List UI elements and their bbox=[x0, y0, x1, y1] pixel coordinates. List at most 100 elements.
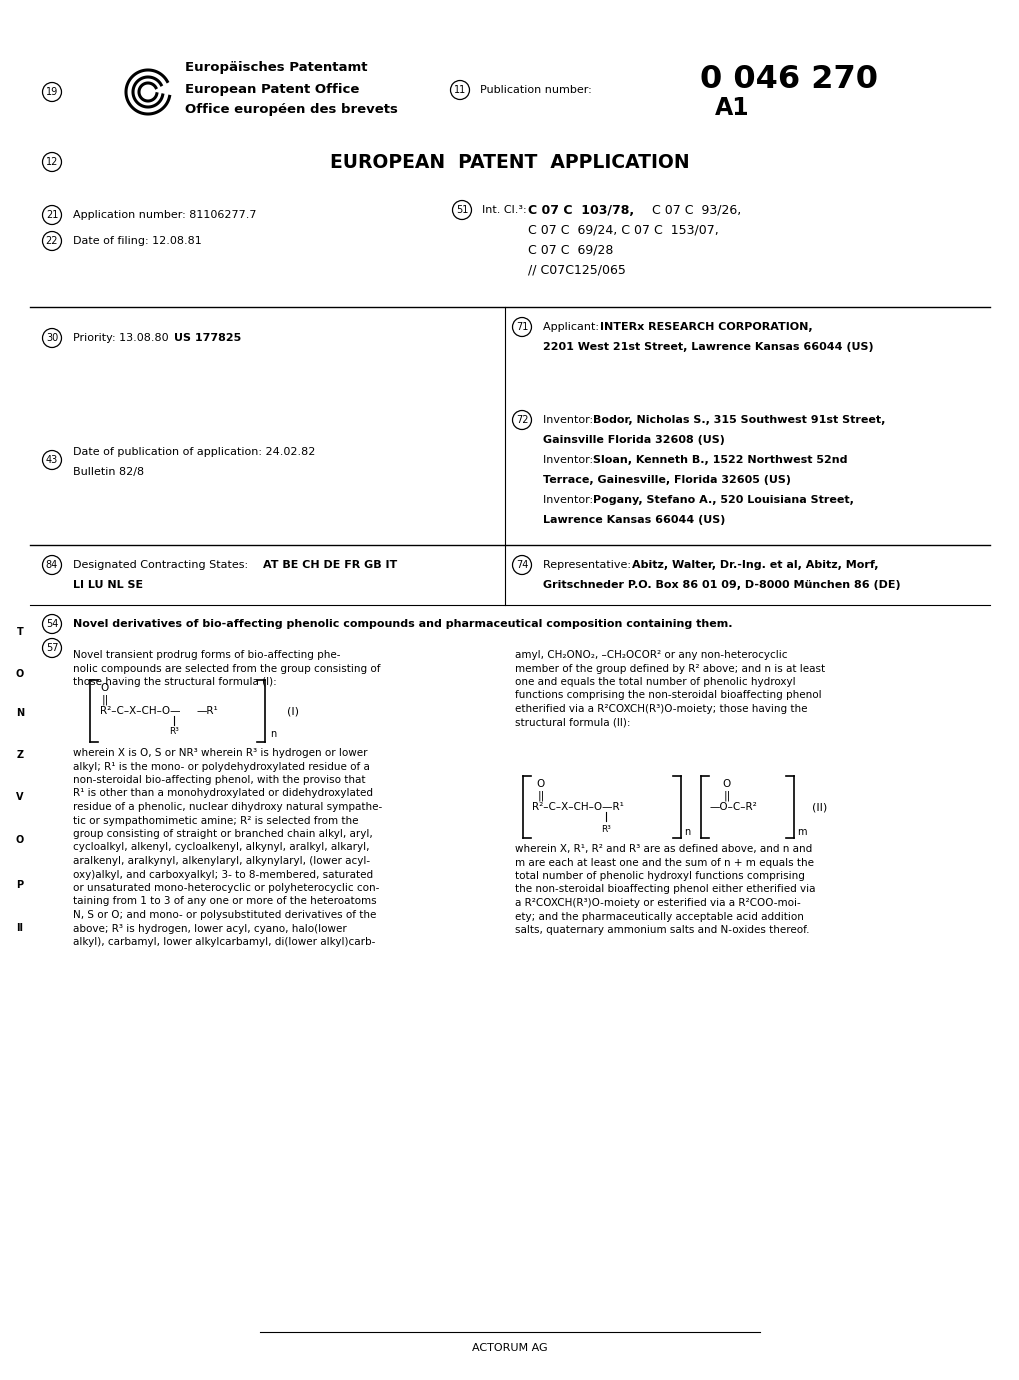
Text: INTERx RESEARCH CORPORATION,: INTERx RESEARCH CORPORATION, bbox=[599, 322, 812, 333]
Text: R³: R³ bbox=[169, 727, 178, 737]
Text: cycloalkyl, alkenyl, cycloalkenyl, alkynyl, aralkyl, alkaryl,: cycloalkyl, alkenyl, cycloalkenyl, alkyn… bbox=[73, 843, 369, 853]
Text: C 07 C  69/28: C 07 C 69/28 bbox=[528, 243, 612, 257]
Text: R³: R³ bbox=[600, 825, 610, 835]
Text: R²–C–X–CH–O—: R²–C–X–CH–O— bbox=[100, 707, 180, 716]
Text: C 07 C  103/78,: C 07 C 103/78, bbox=[528, 203, 634, 217]
Text: Bodor, Nicholas S., 315 Southwest 91st Street,: Bodor, Nicholas S., 315 Southwest 91st S… bbox=[592, 415, 884, 425]
Text: Inventor:: Inventor: bbox=[542, 455, 596, 465]
Text: 84: 84 bbox=[46, 560, 58, 570]
Text: Gainsville Florida 32608 (US): Gainsville Florida 32608 (US) bbox=[542, 435, 725, 444]
Text: member of the group defined by R² above; and n is at least: member of the group defined by R² above;… bbox=[515, 664, 824, 673]
Text: R¹ is other than a monohydroxylated or didehydroxylated: R¹ is other than a monohydroxylated or d… bbox=[73, 788, 373, 799]
Text: Pogany, Stefano A., 520 Louisiana Street,: Pogany, Stefano A., 520 Louisiana Street… bbox=[592, 495, 853, 505]
Text: functions comprising the non-steroidal bioaffecting phenol: functions comprising the non-steroidal b… bbox=[515, 690, 821, 701]
Text: Europäisches Patentamt: Europäisches Patentamt bbox=[184, 62, 367, 75]
Text: m: m bbox=[796, 827, 806, 838]
Text: the non-steroidal bioaffecting phenol either etherified via: the non-steroidal bioaffecting phenol ei… bbox=[515, 885, 815, 894]
Text: Office européen des brevets: Office européen des brevets bbox=[184, 104, 397, 116]
Text: ||: || bbox=[537, 791, 544, 802]
Text: 54: 54 bbox=[46, 620, 58, 629]
Text: n: n bbox=[684, 827, 690, 838]
Text: Z: Z bbox=[16, 749, 23, 760]
Text: group consisting of straight or branched chain alkyl, aryl,: group consisting of straight or branched… bbox=[73, 829, 372, 839]
Text: a R²COXCH(R³)O-moiety or esterified via a R²COO-moi-: a R²COXCH(R³)O-moiety or esterified via … bbox=[515, 898, 800, 908]
Text: nolic compounds are selected from the group consisting of: nolic compounds are selected from the gr… bbox=[73, 664, 380, 673]
Text: 0 046 270: 0 046 270 bbox=[699, 65, 877, 95]
Text: Inventor:: Inventor: bbox=[542, 495, 596, 505]
Text: O: O bbox=[16, 669, 24, 679]
Text: taining from 1 to 3 of any one or more of the heteroatoms: taining from 1 to 3 of any one or more o… bbox=[73, 897, 376, 907]
Text: V: V bbox=[16, 792, 23, 802]
Text: Abitz, Walter, Dr.-Ing. et al, Abitz, Morf,: Abitz, Walter, Dr.-Ing. et al, Abitz, Mo… bbox=[632, 560, 877, 570]
Text: amyl, CH₂ONO₂, –CH₂OCOR² or any non-heterocyclic: amyl, CH₂ONO₂, –CH₂OCOR² or any non-hete… bbox=[515, 650, 787, 660]
Text: Representative:: Representative: bbox=[542, 560, 634, 570]
Text: m are each at least one and the sum of n + m equals the: m are each at least one and the sum of n… bbox=[515, 857, 813, 868]
Text: Priority: 13.08.80: Priority: 13.08.80 bbox=[73, 333, 175, 344]
Text: alkyl), carbamyl, lower alkylcarbamyl, di(lower alkyl)carb-: alkyl), carbamyl, lower alkylcarbamyl, d… bbox=[73, 937, 375, 947]
Text: O: O bbox=[101, 683, 109, 693]
Text: aralkenyl, aralkynyl, alkenylaryl, alkynylaryl, (lower acyl-: aralkenyl, aralkynyl, alkenylaryl, alkyn… bbox=[73, 856, 370, 867]
Text: wherein X is O, S or NR³ wherein R³ is hydrogen or lower: wherein X is O, S or NR³ wherein R³ is h… bbox=[73, 748, 367, 758]
Text: Sloan, Kenneth B., 1522 Northwest 52nd: Sloan, Kenneth B., 1522 Northwest 52nd bbox=[592, 455, 847, 465]
Text: Date of publication of application: 24.02.82: Date of publication of application: 24.0… bbox=[73, 447, 315, 457]
Text: Publication number:: Publication number: bbox=[480, 86, 591, 95]
Text: 2201 West 21st Street, Lawrence Kansas 66044 (US): 2201 West 21st Street, Lawrence Kansas 6… bbox=[542, 342, 872, 352]
Text: O: O bbox=[536, 778, 544, 789]
Text: Int. Cl.³:: Int. Cl.³: bbox=[482, 206, 526, 215]
Text: O: O bbox=[16, 835, 24, 845]
Text: n: n bbox=[270, 729, 276, 740]
Text: 43: 43 bbox=[46, 455, 58, 465]
Text: ACTORUM AG: ACTORUM AG bbox=[472, 1343, 547, 1352]
Text: 72: 72 bbox=[516, 415, 528, 425]
Text: P: P bbox=[16, 880, 23, 890]
Text: Terrace, Gainesville, Florida 32605 (US): Terrace, Gainesville, Florida 32605 (US) bbox=[542, 475, 790, 484]
Text: Designated Contracting States:: Designated Contracting States: bbox=[73, 560, 252, 570]
Text: 71: 71 bbox=[516, 322, 528, 333]
Text: T: T bbox=[16, 627, 23, 638]
Text: C 07 C  69/24, C 07 C  153/07,: C 07 C 69/24, C 07 C 153/07, bbox=[528, 224, 718, 236]
Text: 51: 51 bbox=[455, 206, 468, 215]
Text: ety; and the pharmaceutically acceptable acid addition: ety; and the pharmaceutically acceptable… bbox=[515, 912, 803, 922]
Text: Application number: 81106277.7: Application number: 81106277.7 bbox=[73, 210, 256, 219]
Text: R²–C–X–CH–O—R¹: R²–C–X–CH–O—R¹ bbox=[532, 802, 624, 811]
Text: Bulletin 82/8: Bulletin 82/8 bbox=[73, 466, 144, 477]
Text: N: N bbox=[16, 708, 24, 718]
Text: ||: || bbox=[101, 694, 108, 705]
Text: —R¹: —R¹ bbox=[197, 707, 218, 716]
Text: O: O bbox=[722, 778, 731, 789]
Text: above; R³ is hydrogen, lower acyl, cyano, halo(lower: above; R³ is hydrogen, lower acyl, cyano… bbox=[73, 923, 346, 933]
Text: Date of filing: 12.08.81: Date of filing: 12.08.81 bbox=[73, 236, 202, 246]
Text: wherein X, R¹, R² and R³ are as defined above, and n and: wherein X, R¹, R² and R³ are as defined … bbox=[515, 845, 811, 854]
Text: Novel transient prodrug forms of bio-affecting phe-: Novel transient prodrug forms of bio-aff… bbox=[73, 650, 340, 660]
Text: 57: 57 bbox=[46, 643, 58, 653]
Text: N, S or O; and mono- or polysubstituted derivatives of the: N, S or O; and mono- or polysubstituted … bbox=[73, 909, 376, 920]
Text: oxy)alkyl, and carboxyalkyl; 3- to 8-membered, saturated: oxy)alkyl, and carboxyalkyl; 3- to 8-mem… bbox=[73, 869, 373, 879]
Text: EUROPEAN  PATENT  APPLICATION: EUROPEAN PATENT APPLICATION bbox=[330, 153, 689, 171]
Text: those having the structural formula (I):: those having the structural formula (I): bbox=[73, 678, 276, 687]
Text: ||: || bbox=[722, 791, 730, 802]
Text: 21: 21 bbox=[46, 210, 58, 219]
Text: etherified via a R²COXCH(R³)O-moiety; those having the: etherified via a R²COXCH(R³)O-moiety; th… bbox=[515, 704, 807, 713]
Text: A1: A1 bbox=[714, 97, 749, 120]
Text: C 07 C  93/26,: C 07 C 93/26, bbox=[647, 203, 741, 217]
Text: (II): (II) bbox=[811, 802, 826, 811]
Text: 19: 19 bbox=[46, 87, 58, 97]
Text: 22: 22 bbox=[46, 236, 58, 246]
Text: salts, quaternary ammonium salts and N-oxides thereof.: salts, quaternary ammonium salts and N-o… bbox=[515, 925, 809, 936]
Text: LI LU NL SE: LI LU NL SE bbox=[73, 580, 143, 591]
Text: structural formula (II):: structural formula (II): bbox=[515, 718, 630, 727]
Text: 12: 12 bbox=[46, 157, 58, 167]
Text: 74: 74 bbox=[516, 560, 528, 570]
Text: alkyl; R¹ is the mono- or polydehydroxylated residue of a: alkyl; R¹ is the mono- or polydehydroxyl… bbox=[73, 762, 370, 771]
Text: tic or sympathomimetic amine; R² is selected from the: tic or sympathomimetic amine; R² is sele… bbox=[73, 816, 358, 825]
Text: Inventor:: Inventor: bbox=[542, 415, 596, 425]
Text: —O–C–R²: —O–C–R² bbox=[709, 802, 757, 811]
Text: non-steroidal bio-affecting phenol, with the proviso that: non-steroidal bio-affecting phenol, with… bbox=[73, 776, 365, 785]
Text: or unsaturated mono-heterocyclic or polyheterocyclic con-: or unsaturated mono-heterocyclic or poly… bbox=[73, 883, 379, 893]
Text: residue of a phenolic, nuclear dihydroxy natural sympathe-: residue of a phenolic, nuclear dihydroxy… bbox=[73, 802, 382, 811]
Text: II: II bbox=[16, 923, 23, 933]
Text: European Patent Office: European Patent Office bbox=[184, 83, 359, 95]
Text: one and equals the total number of phenolic hydroxyl: one and equals the total number of pheno… bbox=[515, 678, 795, 687]
Text: AT BE CH DE FR GB IT: AT BE CH DE FR GB IT bbox=[263, 560, 396, 570]
Text: // C07C125/065: // C07C125/065 bbox=[528, 264, 626, 276]
